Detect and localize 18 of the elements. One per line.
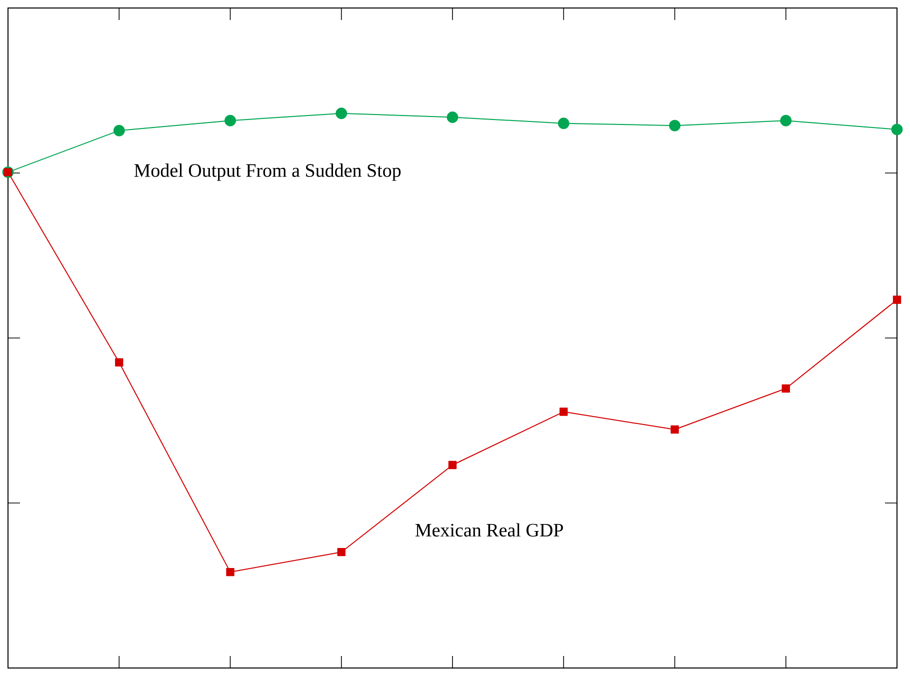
- point: [780, 114, 792, 126]
- point: [558, 118, 570, 130]
- series-label: Model Output From a Sudden Stop: [134, 164, 401, 181]
- point: [782, 384, 790, 393]
- point: [115, 358, 124, 366]
- point: [670, 425, 679, 434]
- point: [224, 114, 236, 126]
- point: [337, 548, 346, 556]
- point: [891, 124, 903, 136]
- point: [892, 296, 902, 304]
- point: [560, 408, 568, 416]
- series-label: Mexican Real GDP: [415, 523, 563, 537]
- point: [336, 108, 348, 120]
- point: [448, 460, 457, 470]
- point: [446, 112, 458, 123]
- point: [226, 568, 234, 576]
- point: [669, 120, 680, 132]
- point: [113, 124, 125, 136]
